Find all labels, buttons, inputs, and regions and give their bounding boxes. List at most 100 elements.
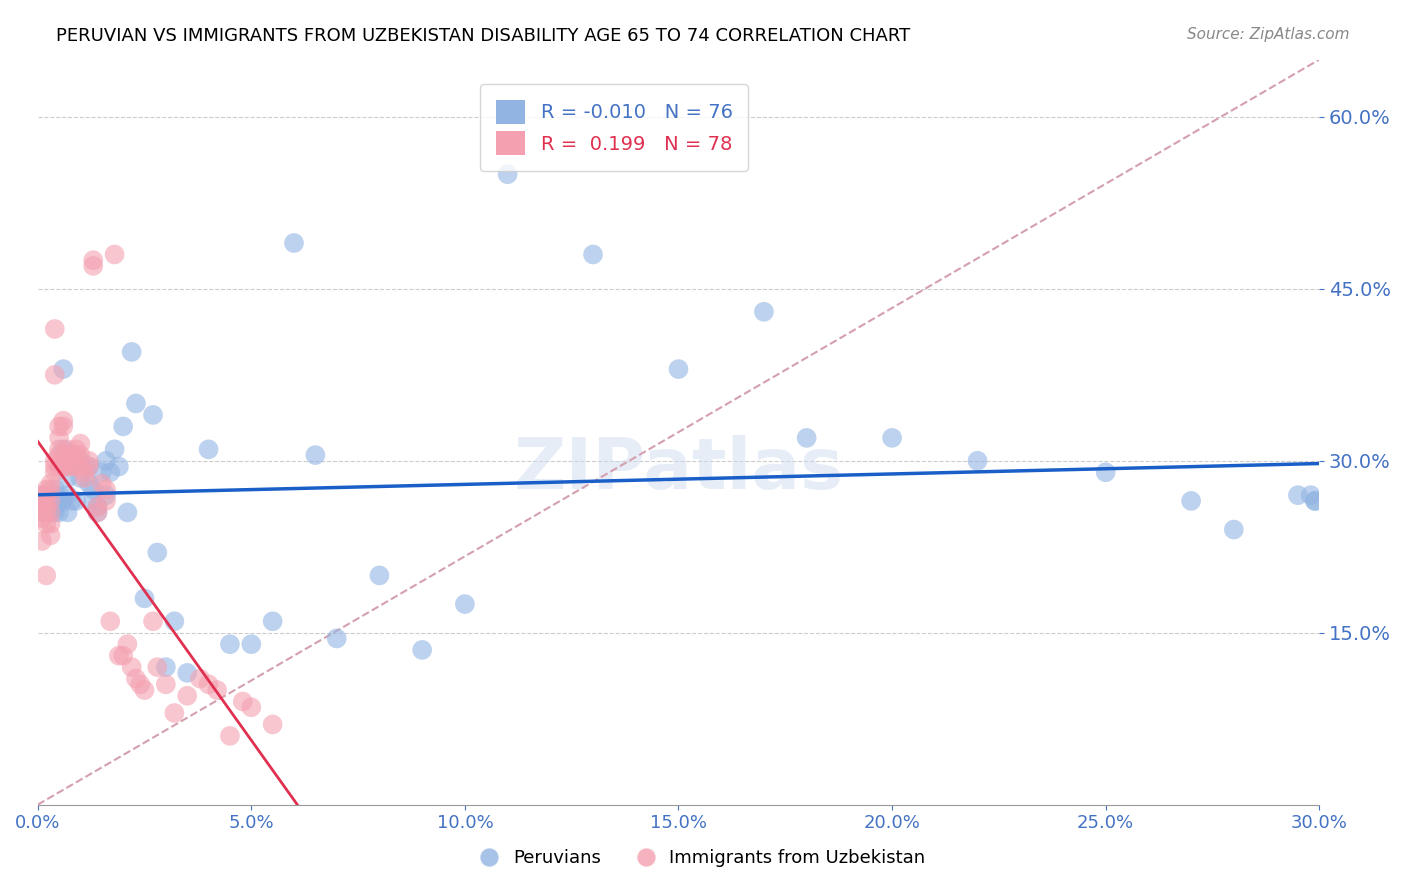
Point [65,442,87,457]
Point [94,488,117,502]
Point [44,505,66,519]
Point [262,717,284,731]
Point [121,660,143,674]
Point [39,516,62,531]
Point [368,568,391,582]
Point [56,505,79,519]
Point [65,459,87,474]
Point [86,500,108,514]
Point [142,408,165,422]
Point [1223,523,1246,537]
Point [117,505,139,519]
Point [65,494,87,508]
Point [48,419,70,434]
Point [796,431,818,445]
Point [98,465,121,479]
Point [56,471,79,485]
Point [52,459,75,474]
Point [752,305,775,319]
Point [880,431,903,445]
Point [1094,465,1116,479]
Point [35,488,58,502]
Point [205,683,228,698]
Point [283,235,305,250]
Point [35,494,58,508]
Point [73,459,96,474]
Point [69,448,91,462]
Point [60,494,83,508]
Point [163,706,186,720]
Point [56,442,79,457]
Point [39,528,62,542]
Point [240,700,263,714]
Point [56,459,79,474]
Point [31,500,53,514]
Point [35,516,58,531]
Point [52,442,75,457]
Point [48,494,70,508]
Point [48,431,70,445]
Point [325,632,347,646]
Point [60,448,83,462]
Point [31,511,53,525]
Point [163,614,186,628]
Point [31,488,53,502]
Point [39,500,62,514]
Point [35,500,58,514]
Point [44,322,66,336]
Point [48,488,70,502]
Point [31,505,53,519]
Point [77,454,100,468]
Point [35,488,58,502]
Text: PERUVIAN VS IMMIGRANTS FROM UZBEKISTAN DISABILITY AGE 65 TO 74 CORRELATION CHART: PERUVIAN VS IMMIGRANTS FROM UZBEKISTAN D… [56,27,911,45]
Point [176,689,198,703]
Point [82,259,104,273]
Point [134,591,156,606]
Point [44,500,66,514]
Point [94,494,117,508]
Point [56,448,79,462]
Point [35,505,58,519]
Point [146,545,169,559]
Point [39,488,62,502]
Point [155,677,177,691]
Point [48,448,70,462]
Point [86,505,108,519]
Point [121,345,143,359]
Point [31,534,53,549]
Point [232,694,254,708]
Point [188,672,211,686]
Point [134,683,156,698]
Point [31,500,53,514]
Point [35,568,58,582]
Point [82,494,104,508]
Legend: R = -0.010   N = 76, R =  0.199   N = 78: R = -0.010 N = 76, R = 0.199 N = 78 [481,84,748,170]
Point [82,253,104,268]
Point [52,414,75,428]
Point [44,459,66,474]
Point [112,648,135,663]
Point [129,677,152,691]
Point [197,442,219,457]
Point [56,488,79,502]
Point [44,454,66,468]
Point [44,483,66,497]
Point [31,494,53,508]
Point [90,465,112,479]
Point [65,459,87,474]
Point [82,483,104,497]
Point [125,396,148,410]
Point [454,597,477,611]
Point [60,459,83,474]
Point [117,637,139,651]
Point [39,505,62,519]
Point [35,500,58,514]
Point [108,459,131,474]
Point [1303,494,1326,508]
Point [39,476,62,491]
Point [1303,494,1326,508]
Point [411,643,433,657]
Point [73,465,96,479]
Point [69,471,91,485]
Point [112,419,135,434]
